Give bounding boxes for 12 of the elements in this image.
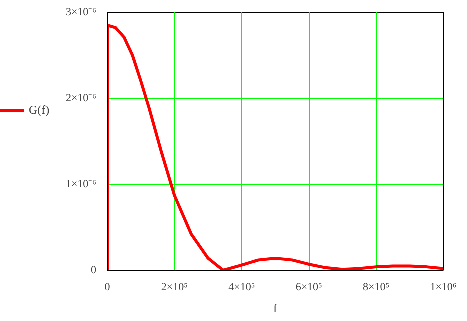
x-tick-label: 2×10⁵ [161,282,188,294]
legend-label: G(f) [29,102,50,118]
x-tick-label: 8×10⁵ [363,282,390,294]
y-tick-label: 3×10⁻⁶ [66,6,97,18]
x-tick-label: 0 [104,282,111,294]
x-tick-label: 1×10⁶ [430,282,457,294]
x-tick-label: 4×10⁵ [228,282,256,294]
y-tick-label: 0 [91,264,97,276]
x-tick-label: 6×10⁵ [296,282,323,294]
x-axis-title: f [274,302,278,316]
y-tick-label: 2×10⁻⁶ [66,92,97,104]
y-tick-label: 1×10⁻⁶ [66,178,97,190]
